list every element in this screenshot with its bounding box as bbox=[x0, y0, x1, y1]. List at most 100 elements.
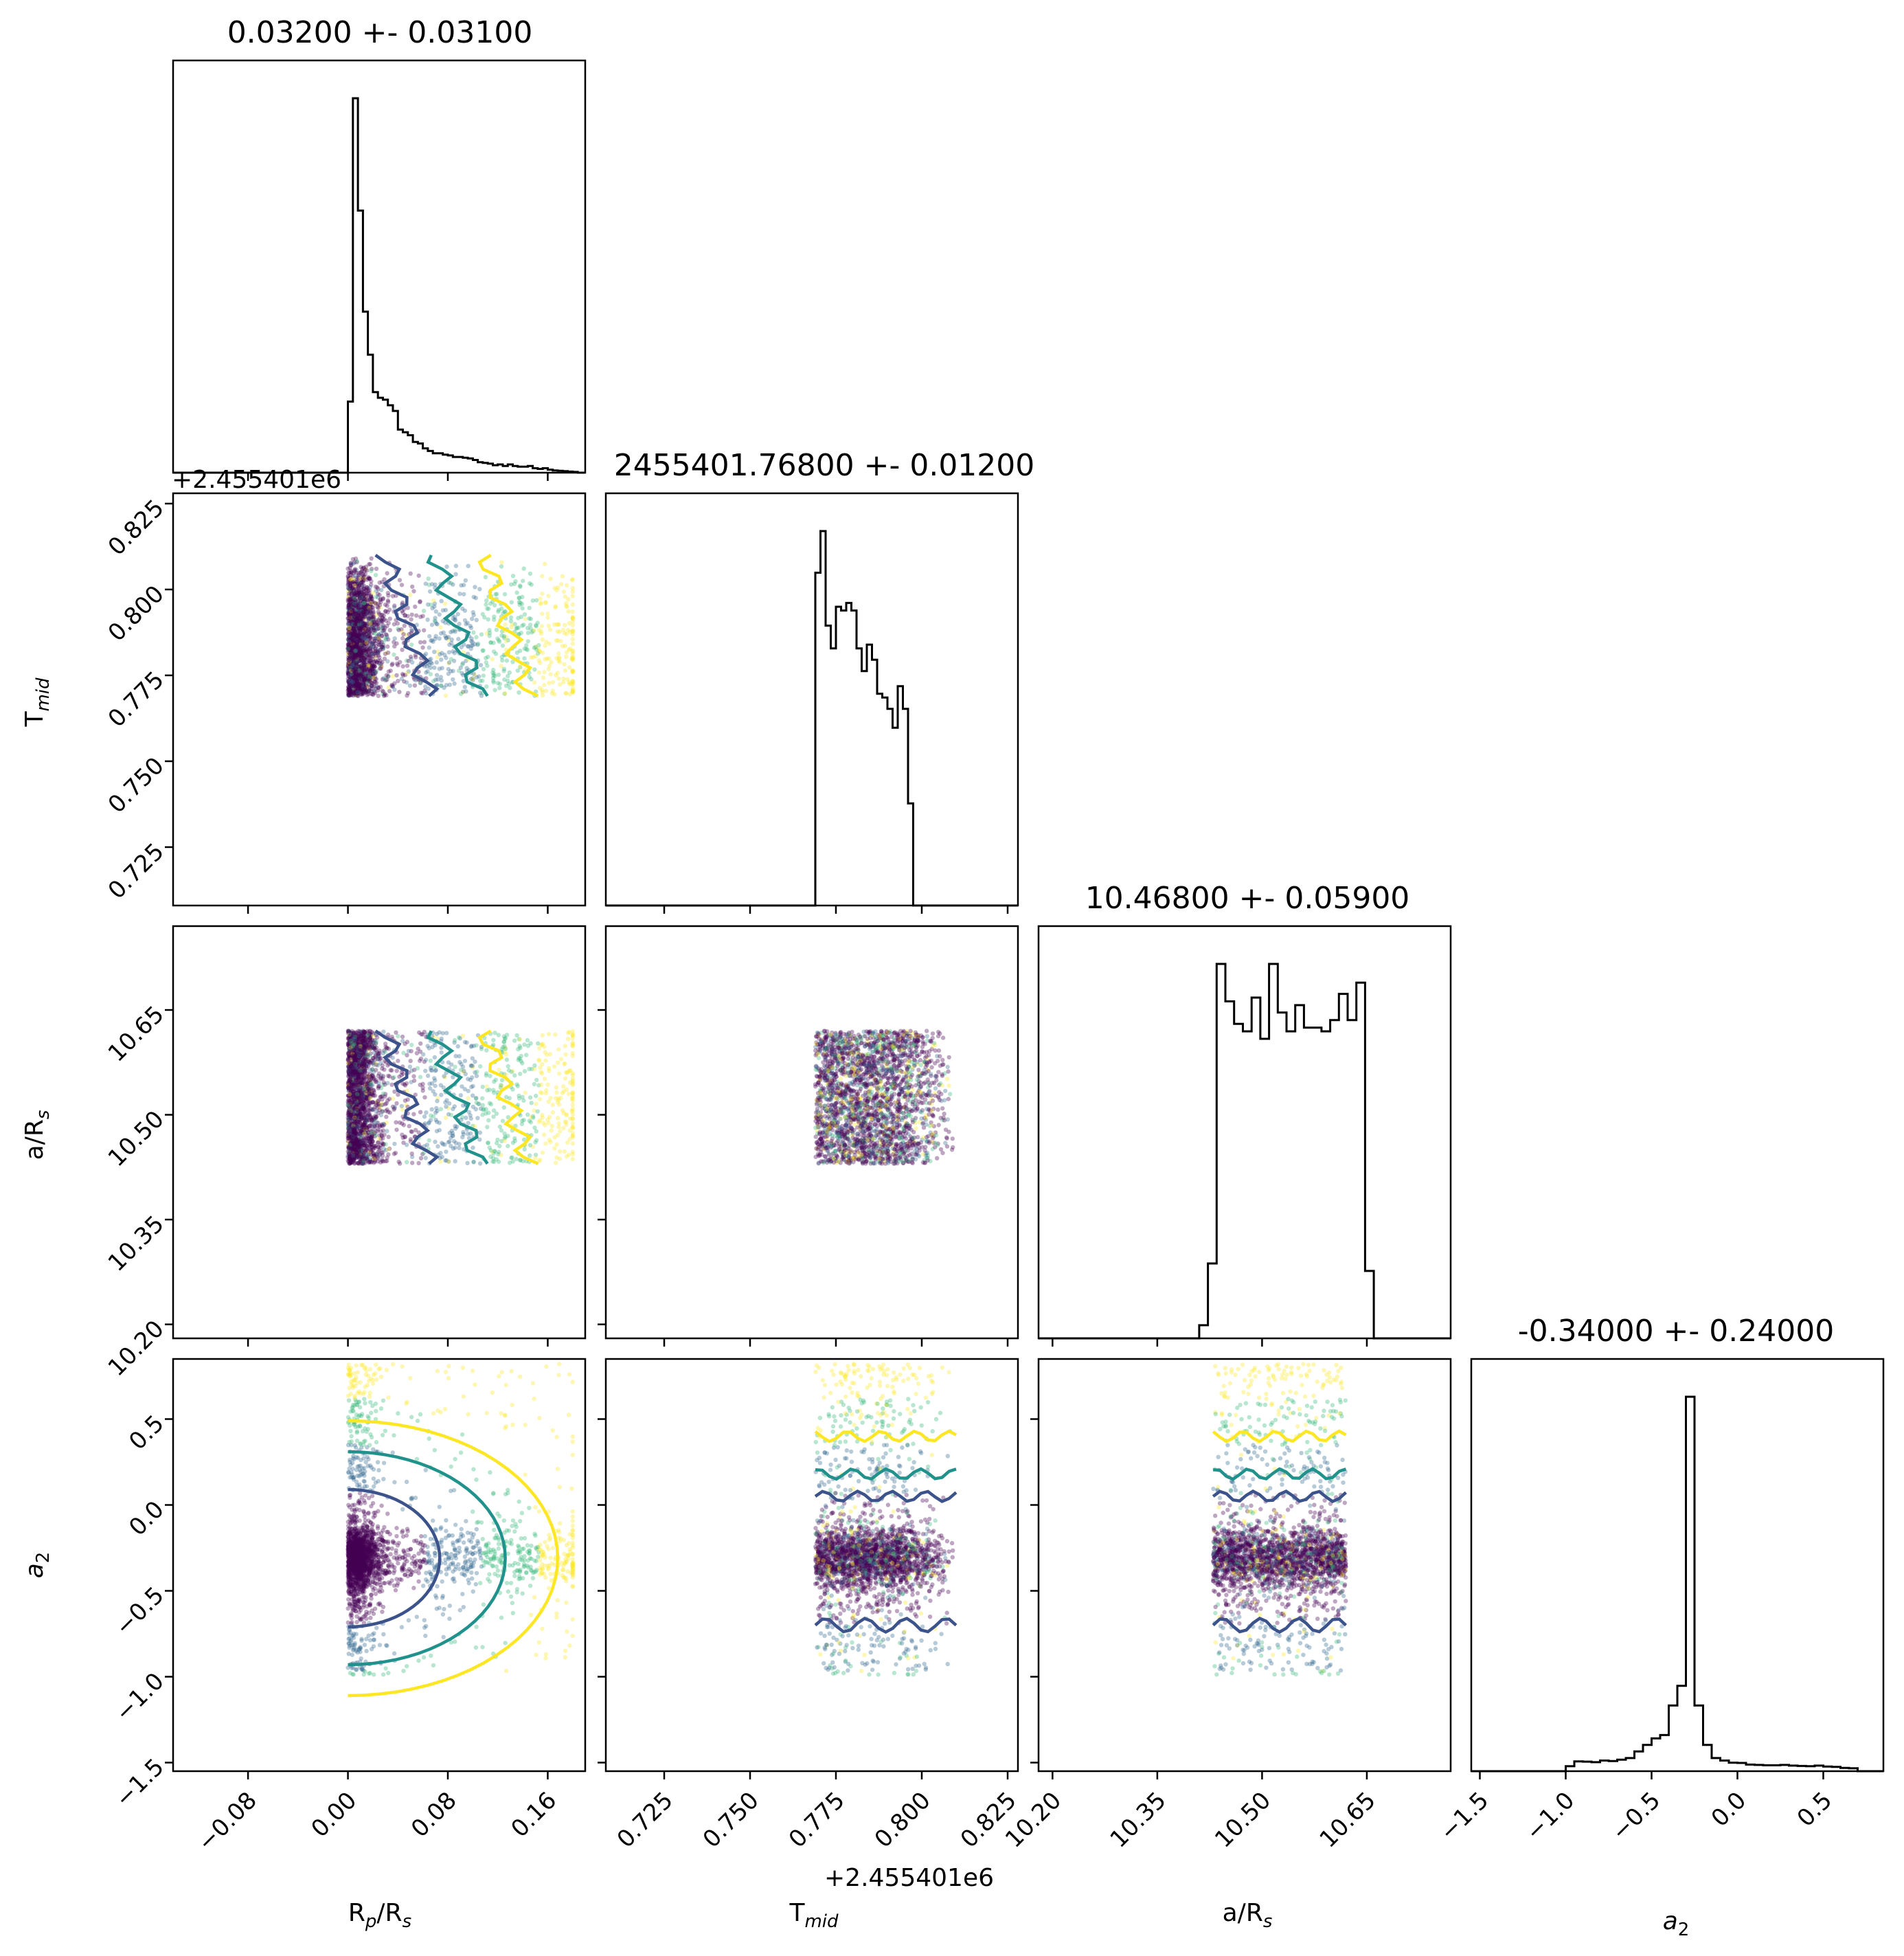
scatter-point bbox=[558, 660, 563, 664]
scatter-point bbox=[537, 1058, 542, 1063]
scatter-point bbox=[372, 636, 378, 641]
scatter-point bbox=[423, 684, 428, 689]
scatter-point bbox=[363, 687, 368, 693]
scatter-point bbox=[394, 1030, 398, 1035]
scatter-point bbox=[491, 1037, 496, 1043]
scatter-point bbox=[353, 649, 358, 653]
scatter-point bbox=[367, 576, 372, 581]
scatter-point bbox=[486, 1118, 491, 1123]
scatter-point bbox=[471, 1160, 476, 1165]
scatter-point bbox=[440, 666, 444, 671]
scatter-point bbox=[488, 1102, 494, 1107]
scatter-point bbox=[348, 678, 353, 683]
scatter-point bbox=[423, 1057, 429, 1062]
scatter-point bbox=[347, 625, 352, 629]
scatter-point bbox=[411, 1112, 416, 1116]
scatter-point bbox=[409, 1129, 413, 1134]
scatter-point bbox=[480, 678, 485, 683]
scatter-point bbox=[407, 1123, 411, 1129]
scatter-point bbox=[418, 600, 422, 605]
scatter-point bbox=[447, 642, 452, 647]
scatter-point bbox=[387, 628, 392, 633]
scatter-point bbox=[357, 649, 363, 654]
scatter-point bbox=[537, 1097, 543, 1102]
scatter-point bbox=[462, 592, 466, 597]
scatter-point bbox=[470, 677, 475, 682]
scatter-point bbox=[512, 1038, 517, 1043]
scatter-point bbox=[542, 1077, 547, 1081]
scatter-point bbox=[381, 1029, 386, 1034]
scatter-point bbox=[379, 587, 384, 592]
scatter-point bbox=[570, 670, 575, 675]
scatter-point bbox=[503, 622, 508, 627]
scatter-point bbox=[429, 582, 435, 587]
scatter-point bbox=[408, 592, 413, 597]
scatter-point bbox=[369, 1160, 374, 1165]
scatter-point bbox=[506, 1143, 510, 1149]
scatter-point bbox=[357, 628, 362, 633]
scatter-point bbox=[528, 1114, 534, 1120]
scatter-point bbox=[570, 1096, 575, 1101]
scatter-point bbox=[410, 584, 415, 589]
scatter-point bbox=[543, 643, 547, 648]
scatter-point bbox=[468, 625, 474, 630]
scatter-point bbox=[540, 574, 545, 578]
scatter-point bbox=[385, 1129, 389, 1134]
scatter-point bbox=[522, 1147, 527, 1152]
scatter-point bbox=[347, 660, 352, 665]
scatter-point bbox=[562, 1061, 567, 1067]
scatter-point bbox=[554, 1090, 559, 1095]
scatter-point bbox=[463, 578, 468, 583]
scatter-point bbox=[547, 627, 553, 632]
scatter-point bbox=[550, 1110, 556, 1115]
scatter-point bbox=[451, 1138, 457, 1144]
scatter-point bbox=[394, 1068, 399, 1073]
scatter-point bbox=[422, 1095, 427, 1100]
scatter-point bbox=[455, 611, 460, 617]
scatter-point bbox=[570, 1151, 575, 1157]
scatter-point bbox=[444, 1104, 449, 1109]
scatter-point bbox=[439, 657, 444, 662]
scatter-point bbox=[362, 586, 367, 592]
scatter-point bbox=[394, 673, 399, 678]
scatter-point bbox=[543, 600, 548, 605]
scatter-point bbox=[427, 589, 433, 594]
scatter-point bbox=[367, 1112, 372, 1116]
scatter-point bbox=[556, 658, 561, 664]
scatter-point bbox=[471, 1104, 475, 1110]
scatter-point bbox=[528, 571, 533, 576]
scatter-point bbox=[362, 686, 367, 690]
scatter-point bbox=[514, 1156, 519, 1162]
scatter-point bbox=[491, 649, 497, 654]
scatter-point bbox=[452, 681, 457, 686]
scatter-point bbox=[570, 609, 575, 614]
scatter-point bbox=[538, 596, 543, 601]
scatter-point bbox=[550, 679, 556, 685]
scatter-point bbox=[532, 667, 537, 672]
scatter-point bbox=[501, 1039, 506, 1044]
scatter-point bbox=[367, 649, 373, 654]
scatter-point bbox=[347, 625, 352, 630]
scatter-point bbox=[562, 662, 567, 666]
scatter-point bbox=[534, 1101, 539, 1107]
scatter-point bbox=[494, 627, 499, 632]
scatter-point bbox=[346, 591, 352, 596]
scatter-point bbox=[383, 636, 387, 641]
scatter-point bbox=[435, 1099, 440, 1103]
scatter-point bbox=[373, 1123, 378, 1129]
scatter-point bbox=[389, 682, 394, 688]
scatter-point bbox=[420, 1088, 425, 1093]
scatter-point bbox=[361, 647, 366, 651]
scatter-point bbox=[485, 1125, 490, 1129]
scatter-point bbox=[545, 1082, 550, 1087]
scatter-point bbox=[540, 1042, 545, 1046]
scatter-point bbox=[347, 642, 352, 647]
scatter-point bbox=[361, 576, 365, 581]
scatter-point bbox=[345, 1136, 351, 1140]
scatter-point bbox=[561, 1089, 567, 1094]
scatter-point bbox=[485, 663, 490, 668]
scatter-point bbox=[427, 1138, 431, 1143]
scatter-point bbox=[348, 594, 353, 600]
scatter-point bbox=[468, 1116, 473, 1121]
scatter-point bbox=[443, 633, 448, 638]
